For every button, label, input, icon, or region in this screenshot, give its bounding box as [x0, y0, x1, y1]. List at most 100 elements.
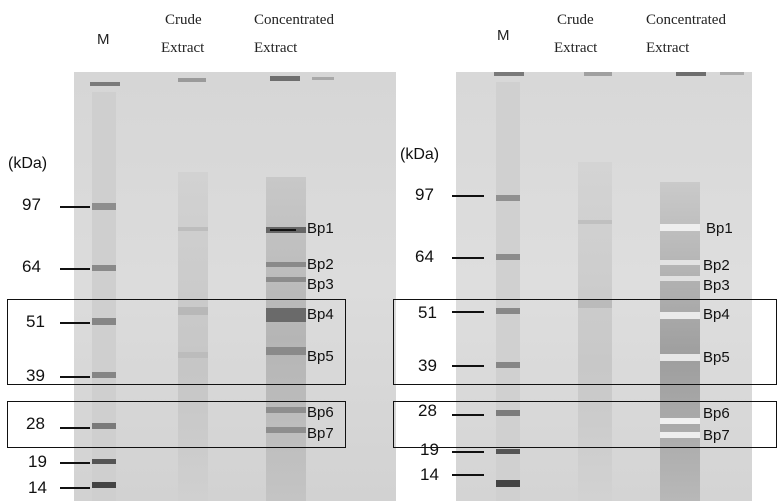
band-label-bp6-right: Bp6 — [703, 405, 730, 422]
band-label-bp3-left: Bp3 — [307, 276, 334, 293]
marker-band-28 — [496, 410, 520, 416]
lane-header-concentrated-right-line1: Concentrated — [646, 12, 726, 28]
band-label-bp4-right: Bp4 — [703, 306, 730, 323]
unit-label-left: (kDa) — [8, 155, 48, 172]
marker-label-14-left: 14 — [28, 478, 47, 497]
well-extra — [312, 77, 334, 80]
marker-band-19 — [496, 449, 520, 454]
lane-header-crude-right-line1: Crude — [557, 12, 594, 28]
marker-tick — [452, 414, 484, 416]
well-marker — [90, 82, 120, 86]
well-concentrated — [676, 72, 706, 76]
marker-label-64-left: 64 — [22, 257, 41, 276]
gel-background — [74, 72, 396, 501]
marker-tick — [452, 257, 484, 259]
band-label-bp5-right: Bp5 — [703, 349, 730, 366]
highlight-box-lower-right — [393, 401, 777, 448]
marker-band-97 — [92, 203, 116, 210]
concentrated-band-bp5 — [266, 347, 306, 355]
band-label-bp6-left: Bp6 — [307, 404, 334, 421]
unit-label-right: (kDa) — [400, 146, 440, 163]
concentrated-band-bp1 — [660, 224, 700, 231]
lane-header-crude-right-line2: Extract — [554, 40, 598, 56]
lane-header-crude-left-line2: Extract — [161, 40, 205, 56]
marker-band-64 — [92, 265, 116, 271]
lane-header-concentrated-left-line1: Concentrated — [254, 12, 334, 28]
marker-band-51 — [496, 308, 520, 314]
marker-lane — [92, 92, 116, 501]
marker-band-39 — [92, 372, 116, 378]
crude-band — [178, 352, 208, 358]
marker-label-51-right: 51 — [418, 303, 437, 322]
marker-tick — [60, 487, 90, 489]
marker-label-97-left: 97 — [22, 195, 41, 214]
gel-left-svg — [74, 72, 396, 501]
highlight-box-upper-right — [393, 299, 777, 385]
marker-label-51-left: 51 — [26, 312, 45, 331]
lane-header-marker-right: M — [497, 27, 510, 44]
marker-tick — [452, 474, 484, 476]
band-label-bp3-right: Bp3 — [703, 277, 730, 294]
crude-lane — [178, 172, 208, 501]
marker-label-19-right: 19 — [420, 440, 439, 459]
band-label-bp2-right: Bp2 — [703, 257, 730, 274]
marker-label-28-right: 28 — [418, 401, 437, 420]
marker-band-39 — [496, 362, 520, 368]
concentrated-band-bp3 — [266, 277, 306, 282]
well-crude — [178, 78, 206, 82]
concentrated-band-bp5 — [660, 354, 700, 361]
marker-tick — [452, 365, 484, 367]
band-label-bp7-left: Bp7 — [307, 425, 334, 442]
marker-label-97-right: 97 — [415, 185, 434, 204]
gel-image-right — [456, 72, 752, 501]
concentrated-band-bp6 — [266, 407, 306, 413]
crude-lane — [578, 162, 612, 501]
well-extra — [720, 72, 744, 75]
well-marker — [494, 72, 524, 76]
band-label-bp1-left: Bp1 — [307, 220, 334, 237]
concentrated-band-bp2 — [266, 262, 306, 267]
marker-label-28-left: 28 — [26, 414, 45, 433]
marker-label-14-right: 14 — [420, 465, 439, 484]
concentrated-band-bp7 — [660, 432, 700, 438]
marker-tick — [60, 322, 90, 324]
marker-tick — [60, 427, 90, 429]
lane-header-marker-left: M — [97, 31, 110, 48]
marker-tick — [60, 376, 90, 378]
crude-band — [178, 307, 208, 315]
marker-band-14 — [92, 482, 116, 488]
marker-tick — [60, 206, 90, 208]
marker-lane — [496, 82, 520, 501]
concentrated-band-bp2 — [660, 260, 700, 265]
marker-tick — [452, 195, 484, 197]
well-concentrated — [270, 76, 300, 81]
concentrated-band-bp7 — [266, 427, 306, 433]
well-crude — [584, 72, 612, 76]
band-label-bp2-left: Bp2 — [307, 256, 334, 273]
concentrated-band-bp6 — [660, 418, 700, 424]
lane-header-crude-left-line1: Crude — [165, 12, 202, 28]
marker-tick — [60, 462, 90, 464]
crude-band — [178, 227, 208, 231]
gel-image-left — [74, 72, 396, 501]
lane-header-concentrated-right-line2: Extract — [646, 40, 690, 56]
marker-band-64 — [496, 254, 520, 260]
marker-band-14 — [496, 480, 520, 487]
band-tick — [270, 229, 296, 231]
band-label-bp1-right: Bp1 — [706, 220, 733, 237]
marker-tick — [452, 311, 484, 313]
highlight-box-upper-left — [7, 299, 346, 385]
band-label-bp5-left: Bp5 — [307, 348, 334, 365]
marker-label-39-right: 39 — [418, 356, 437, 375]
marker-label-39-left: 39 — [26, 366, 45, 385]
lane-header-concentrated-left-line2: Extract — [254, 40, 298, 56]
concentrated-band-bp4 — [660, 312, 700, 319]
band-label-bp4-left: Bp4 — [307, 306, 334, 323]
concentrated-band-bp3 — [660, 276, 700, 281]
concentrated-band-bp4 — [266, 308, 306, 322]
marker-band-51 — [92, 318, 116, 325]
gel-right-svg — [456, 72, 752, 501]
marker-band-28 — [92, 423, 116, 429]
marker-label-19-left: 19 — [28, 452, 47, 471]
